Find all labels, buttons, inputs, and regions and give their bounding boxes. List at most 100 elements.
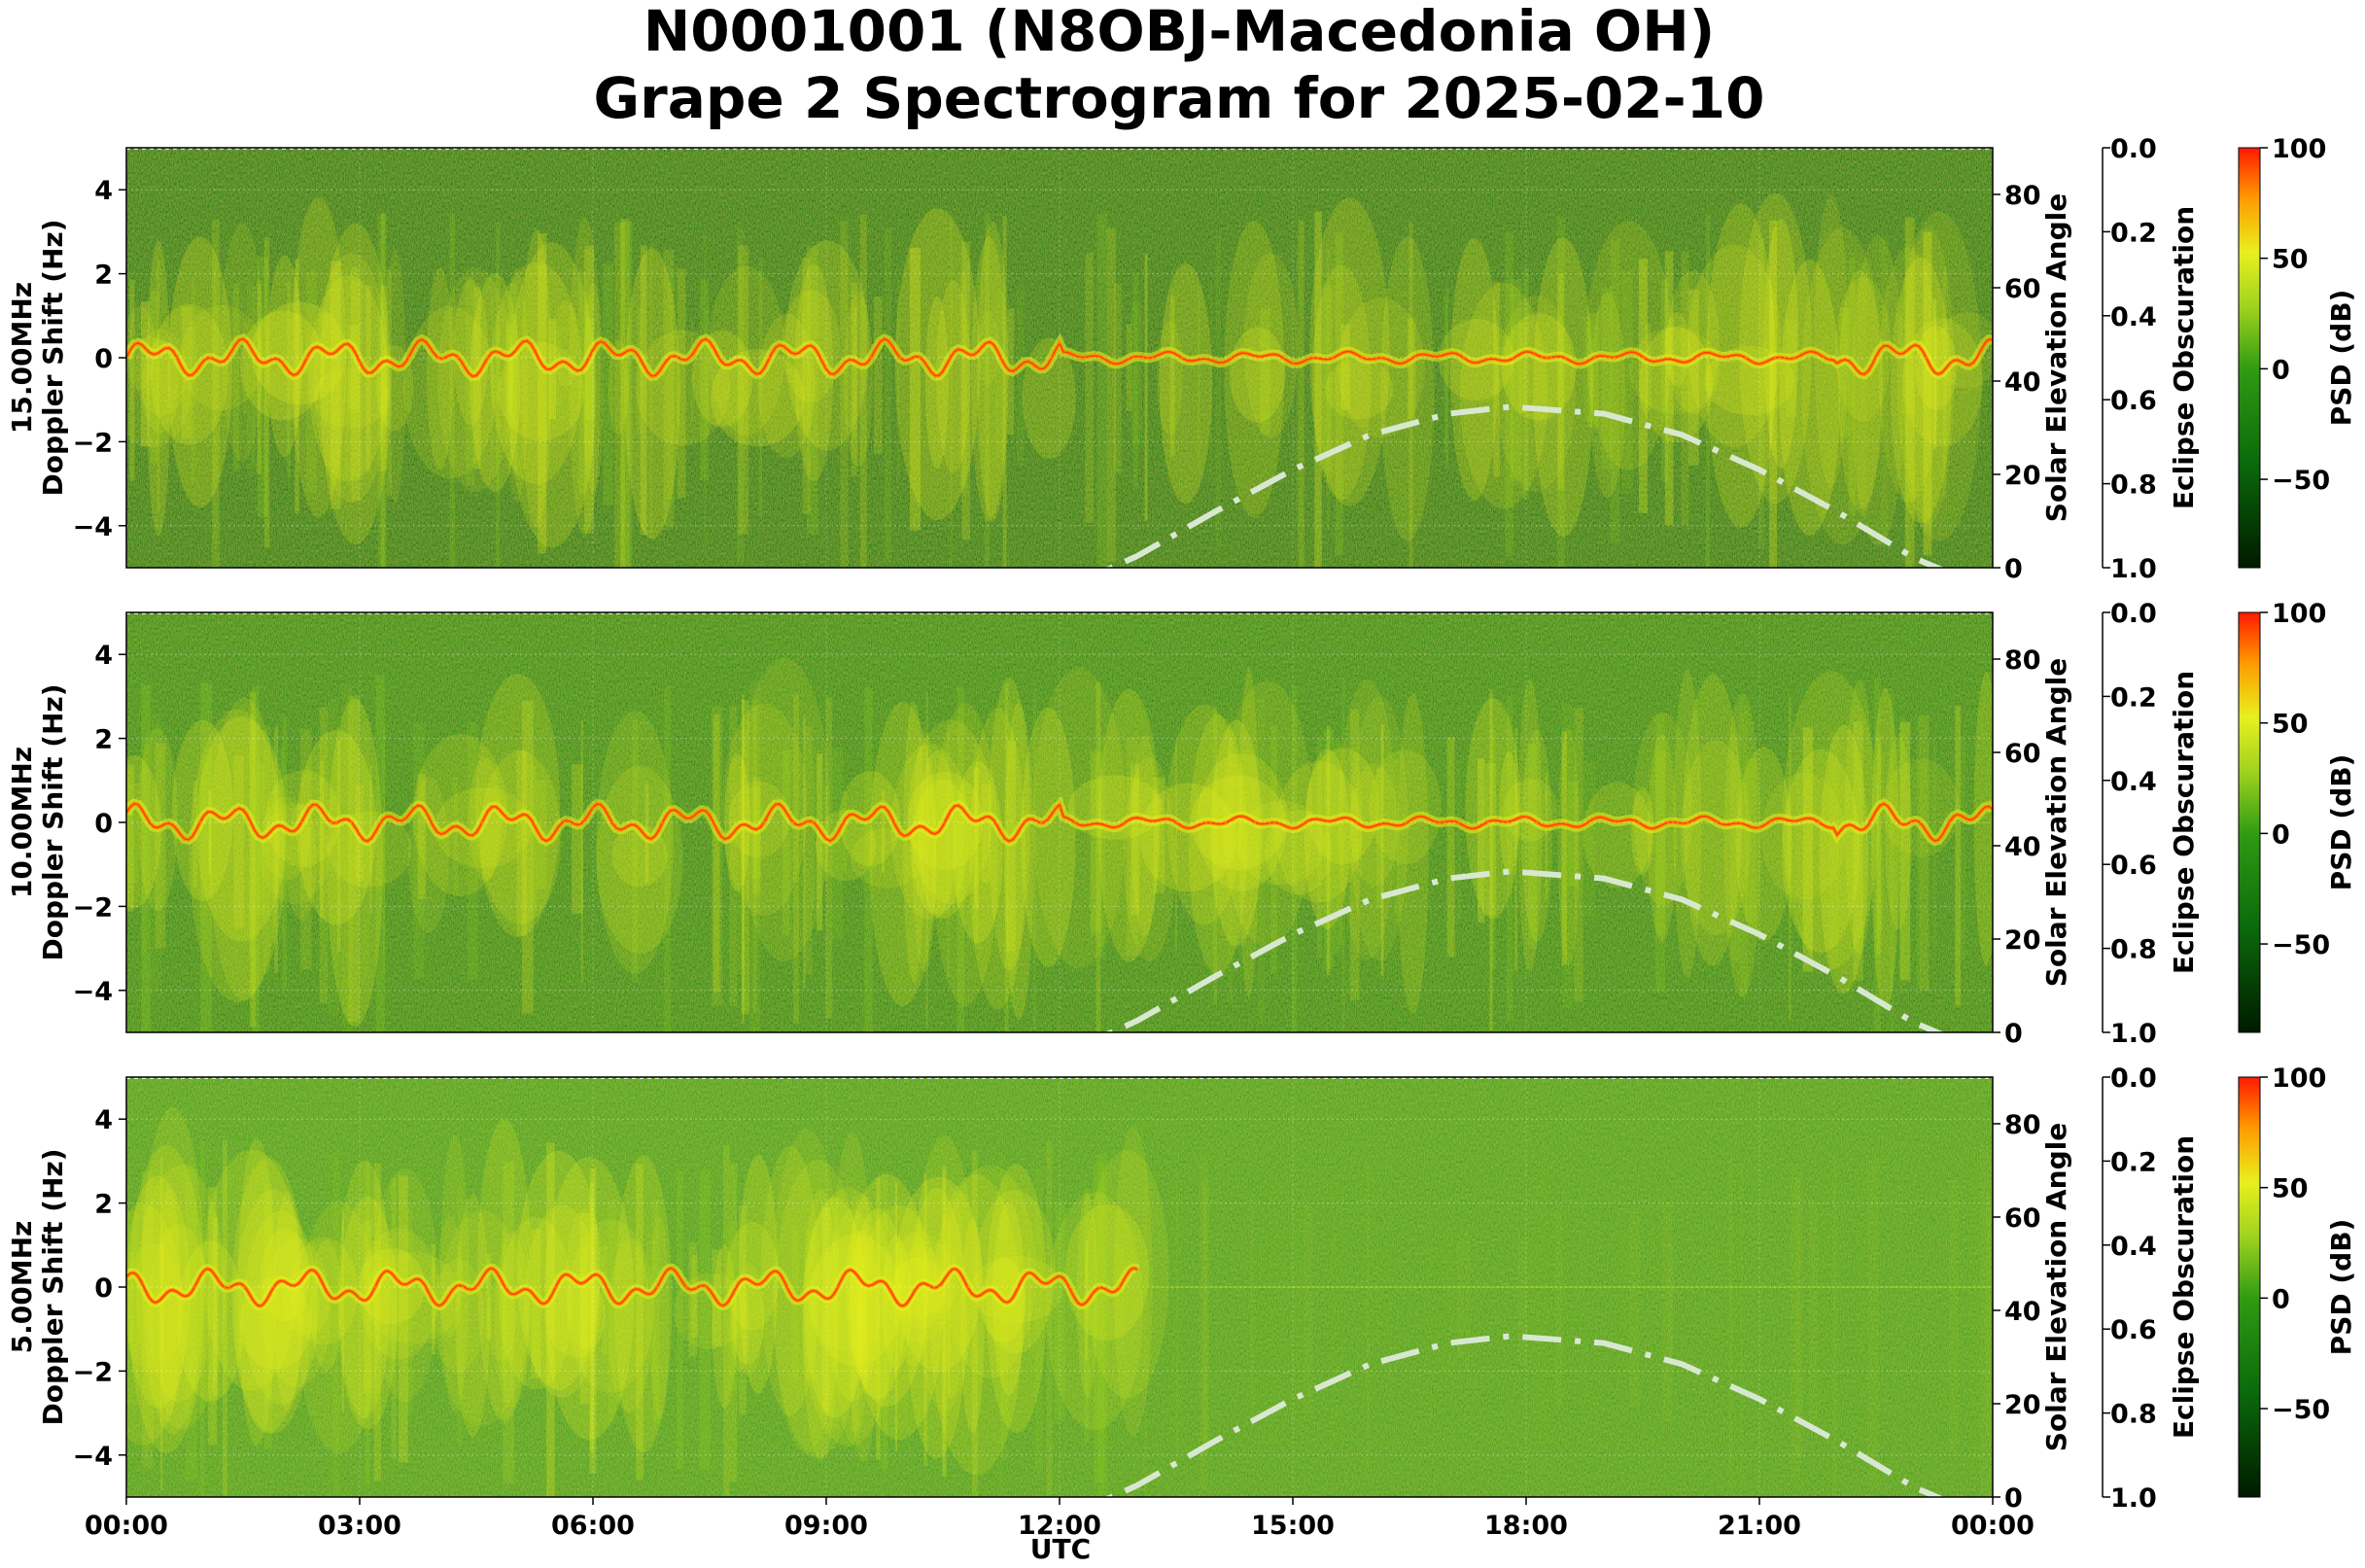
colorbar-tick-label: −50	[2272, 1395, 2330, 1425]
doppler-axis-label: Doppler Shift (Hz)	[37, 219, 69, 496]
chart-title-line1: N0001001 (N8OBJ-Macedonia OH)	[643, 0, 1716, 64]
eclipse-tick-label: 0.8	[2110, 1400, 2157, 1430]
x-axis-label: UTC	[1030, 1533, 1091, 1565]
eclipse-tick-label: 0.0	[2110, 134, 2157, 164]
spectrogram-panel-5.00MHz: 420−2−45.00MHz Doppler Shift (Hz)80604020…	[6, 1063, 2357, 1514]
solar-elevation-tick-label: 60	[2004, 1203, 2041, 1234]
spectrogram-panels: 420−2−415.00MHz Doppler Shift (Hz)8060402…	[6, 134, 2357, 1514]
x-axis: 00:00 03:00 06:00 09:00 12:00 15:00 18:00 21:00…	[85, 1497, 2035, 1541]
eclipse-tick-label: 0.6	[2110, 386, 2157, 416]
solar-elevation-tick-label: 60	[2004, 739, 2041, 769]
psd-colorbar	[2238, 147, 2261, 569]
y-tick-label: −2	[73, 428, 113, 458]
eclipse-tick-label: 0.4	[2110, 1232, 2157, 1262]
x-tick-label: 15:00	[1251, 1511, 1335, 1541]
y-tick-label: −4	[73, 977, 113, 1007]
y-tick-label: −4	[73, 512, 113, 542]
colorbar-tick-label: 50	[2272, 710, 2309, 740]
colorbar-tick-label: 100	[2272, 599, 2326, 629]
chart-title-line2: Grape 2 Spectrogram for 2025-02-10	[594, 65, 1765, 131]
x-tick-label: 09:00	[784, 1511, 868, 1541]
colorbar-tick-label: −50	[2272, 930, 2330, 960]
eclipse-tick-label: 0.2	[2110, 218, 2157, 248]
doppler-axis-label: 5.00MHz	[6, 1221, 38, 1354]
colorbar-axis-label: PSD (dB)	[2325, 290, 2357, 427]
colorbar-tick-label: 50	[2272, 1174, 2309, 1204]
psd-colorbar	[2238, 1076, 2261, 1498]
y-tick-label: 2	[94, 1190, 113, 1220]
eclipse-tick-label: 0.8	[2110, 935, 2157, 965]
eclipse-tick-label: 1.0	[2110, 1019, 2157, 1049]
y-tick-label: −2	[73, 1357, 113, 1387]
y-tick-label: 4	[94, 1105, 113, 1135]
solar-elevation-tick-label: 20	[2004, 925, 2041, 956]
colorbar-tick-label: 100	[2272, 134, 2326, 164]
eclipse-axis-label: Eclipse Obscuration	[2168, 206, 2200, 509]
doppler-axis-label: Doppler Shift (Hz)	[37, 1148, 69, 1425]
psd-colorbar	[2238, 611, 2261, 1033]
doppler-axis-label: 15.00MHz	[6, 282, 38, 434]
x-tick-label: 06:00	[551, 1511, 635, 1541]
solar-elevation-tick-label: 0	[2004, 1483, 2023, 1514]
colorbar-tick-label: −50	[2272, 466, 2330, 496]
solar-elevation-axis-label: Solar Elevation Angle	[2040, 1123, 2072, 1451]
x-tick-label: 12:00	[1018, 1511, 1101, 1541]
y-tick-label: 0	[94, 809, 113, 839]
eclipse-tick-label: 0.2	[2110, 682, 2157, 713]
solar-elevation-tick-label: 0	[2004, 554, 2023, 584]
solar-elevation-axis-label: Solar Elevation Angle	[2040, 193, 2072, 522]
doppler-axis-label: Doppler Shift (Hz)	[37, 683, 69, 960]
y-tick-label: 0	[94, 1273, 113, 1304]
solar-elevation-curve	[1104, 403, 1945, 568]
eclipse-axis-label: Eclipse Obscuration	[2168, 1135, 2200, 1439]
spectrogram-image	[126, 148, 1993, 568]
solar-elevation-axis-label: Solar Elevation Angle	[2040, 658, 2072, 987]
solar-elevation-tick-label: 20	[2004, 1390, 2041, 1420]
y-tick-label: 4	[94, 176, 113, 206]
colorbar-tick-label: 0	[2272, 355, 2290, 385]
solar-elevation-curve	[1104, 868, 1945, 1032]
colorbar-tick-label: 0	[2272, 1284, 2290, 1314]
x-tick-label: 00:00	[1951, 1511, 2035, 1541]
solar-elevation-curve	[1104, 1333, 1945, 1497]
solar-elevation-tick-label: 40	[2004, 1297, 2041, 1327]
eclipse-tick-label: 1.0	[2110, 554, 2157, 584]
y-tick-label: −2	[73, 892, 113, 923]
solar-elevation-tick-label: 40	[2004, 832, 2041, 862]
eclipse-tick-label: 0.0	[2110, 599, 2157, 629]
y-tick-label: −4	[73, 1442, 113, 1472]
solar-elevation-tick-label: 80	[2004, 181, 2041, 211]
colorbar-axis-label: PSD (dB)	[2325, 754, 2357, 891]
x-tick-label: 18:00	[1484, 1511, 1568, 1541]
x-tick-label: 21:00	[1718, 1511, 1801, 1541]
eclipse-tick-label: 0.6	[2110, 851, 2157, 881]
doppler-axis-label: 10.00MHz	[6, 747, 38, 898]
solar-elevation-tick-label: 80	[2004, 1110, 2041, 1140]
eclipse-tick-label: 0.8	[2110, 470, 2157, 501]
x-tick-label: 03:00	[318, 1511, 401, 1541]
spectrogram-panel-10.00MHz: 420−2−410.00MHz Doppler Shift (Hz)8060402…	[6, 599, 2357, 1049]
colorbar-tick-label: 100	[2272, 1063, 2326, 1094]
eclipse-tick-label: 0.2	[2110, 1147, 2157, 1177]
y-tick-label: 2	[94, 261, 113, 291]
y-tick-label: 2	[94, 725, 113, 755]
spectrogram-panel-15.00MHz: 420−2−415.00MHz Doppler Shift (Hz)8060402…	[6, 134, 2357, 584]
eclipse-axis-label: Eclipse Obscuration	[2168, 671, 2200, 974]
eclipse-tick-label: 1.0	[2110, 1483, 2157, 1514]
eclipse-tick-label: 0.4	[2110, 767, 2157, 797]
solar-elevation-tick-label: 60	[2004, 274, 2041, 304]
spectrogram-image	[126, 1077, 1993, 1497]
y-tick-label: 0	[94, 344, 113, 374]
solar-elevation-tick-label: 20	[2004, 461, 2041, 491]
colorbar-tick-label: 50	[2272, 245, 2309, 275]
x-tick-label: 00:00	[85, 1511, 168, 1541]
eclipse-tick-label: 0.0	[2110, 1063, 2157, 1094]
solar-elevation-tick-label: 0	[2004, 1019, 2023, 1049]
eclipse-tick-label: 0.6	[2110, 1315, 2157, 1345]
solar-elevation-tick-label: 80	[2004, 645, 2041, 676]
spectrogram-image	[126, 612, 1993, 1032]
colorbar-axis-label: PSD (dB)	[2325, 1219, 2357, 1356]
colorbar-tick-label: 0	[2272, 819, 2290, 850]
eclipse-tick-label: 0.4	[2110, 302, 2157, 332]
